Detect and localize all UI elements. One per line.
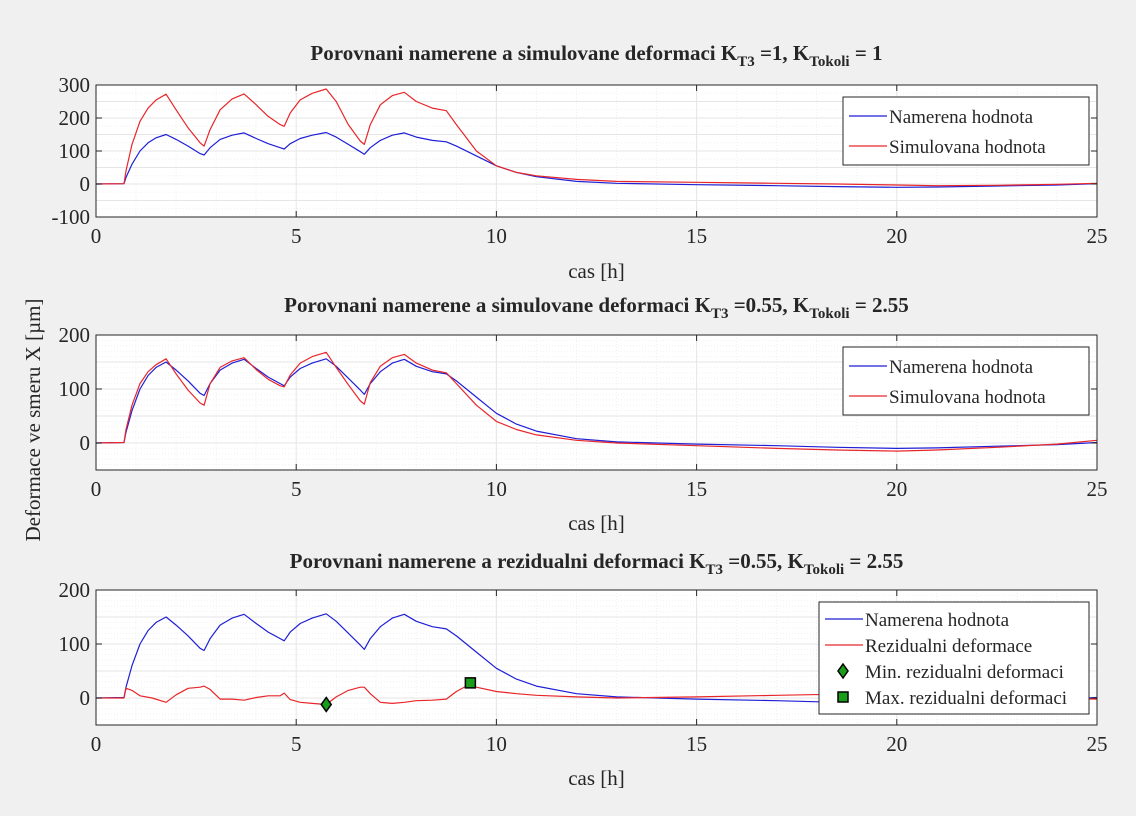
title-text: Porovnani namerene a simulovane deformac… <box>310 41 737 65</box>
x-tick-label: 10 <box>486 732 507 756</box>
legend-box <box>842 96 1090 166</box>
title-text: =0.55, K <box>723 549 804 573</box>
axes-box <box>95 589 1098 726</box>
y-tick-label: 100 <box>59 139 91 163</box>
y-tick-label: 0 <box>80 172 91 196</box>
title-subscript: Tokoli <box>804 562 844 578</box>
title-text: Porovnani namerene a simulovane deformac… <box>284 293 711 317</box>
x-tick-label: 25 <box>1087 224 1108 248</box>
legend-label: Namerena hodnota <box>865 610 1010 631</box>
legend-item: Min. rezidualni deformaci <box>837 662 1064 683</box>
x-tick-label: 0 <box>91 224 102 248</box>
legend-square-marker <box>837 691 849 703</box>
subplot-3: 0 5 10 15 20 25 0 100 200 cas [h] Porovnani namere… <box>59 549 1108 790</box>
title-subscript: T3 <box>737 54 755 70</box>
title-text: = 2.55 <box>850 293 909 317</box>
title-subscript: T3 <box>706 562 724 578</box>
legend-item: Namerena hodnota <box>849 357 1034 378</box>
shared-ylabel: Deformace ve smeru X [µm] <box>21 299 45 542</box>
marker-max-rezidualni-deformaci <box>464 677 477 689</box>
x-tick-label: 25 <box>1087 477 1108 501</box>
x-tick-label: 15 <box>686 477 707 501</box>
x-tick-label: 0 <box>91 477 102 501</box>
legend-item: Simulovana hodnota <box>849 387 1046 408</box>
x-tick-label: 20 <box>886 224 907 248</box>
x-tick-label: 10 <box>486 477 507 501</box>
chart-title: Porovnani namerene a simulovane deformac… <box>284 293 909 322</box>
marker-min-rezidualni-deformaci <box>320 696 333 713</box>
title-text: =0.55, K <box>728 293 809 317</box>
x-tick-label: 20 <box>886 732 907 756</box>
legend-label: Rezidualni deformace <box>865 636 1032 657</box>
y-tick-label: 200 <box>59 106 91 130</box>
legend: Namerena hodnota Simulovana hodnota <box>842 346 1090 416</box>
x-tick-label: 15 <box>686 732 707 756</box>
x-tick-label: 10 <box>486 224 507 248</box>
legend: Namerena hodnota Simulovana hodnota <box>842 96 1090 166</box>
legend-item: Max. rezidualni deformaci <box>837 688 1067 709</box>
x-tick-label: 5 <box>291 732 302 756</box>
x-tick-label: 25 <box>1087 732 1108 756</box>
legend-item: Simulovana hodnota <box>849 137 1046 158</box>
legend-label: Namerena hodnota <box>889 357 1034 378</box>
title-text: = 1 <box>850 41 883 65</box>
series-line-namerena-hodnota <box>96 613 1097 704</box>
legend-label: Min. rezidualni deformaci <box>865 662 1064 683</box>
legend: Namerena hodnota Rezidualni deformace Min.… <box>818 601 1090 715</box>
x-axis-label: cas [h] <box>568 259 625 283</box>
legend-box <box>842 346 1090 416</box>
y-tick-label: 0 <box>80 686 91 710</box>
title-text: Porovnani namerene a rezidualni deformac… <box>290 549 707 573</box>
series-line-simulovana-hodnota <box>96 88 1097 187</box>
legend-label: Namerena hodnota <box>889 107 1034 128</box>
legend-item: Rezidualni deformace <box>825 636 1032 657</box>
y-tick-label: -100 <box>52 205 91 229</box>
x-tick-label: 20 <box>886 477 907 501</box>
y-tick-label: 200 <box>59 323 91 347</box>
legend-box <box>818 601 1090 715</box>
series-line-rezidualni-deformace <box>96 684 1097 706</box>
series-group <box>96 88 1097 188</box>
y-tick-label: 200 <box>59 578 91 602</box>
y-tick-label: 100 <box>59 632 91 656</box>
title-text: =1, K <box>755 41 810 65</box>
chart-title: Porovnani namerene a simulovane deformac… <box>310 41 882 70</box>
series-line-simulovana-hodnota <box>96 351 1097 452</box>
series-line-namerena-hodnota <box>96 131 1097 188</box>
legend-diamond-marker <box>837 662 849 680</box>
series-line-namerena-hodnota <box>96 358 1097 449</box>
series-group <box>96 613 1097 713</box>
legend-item: Namerena hodnota <box>825 610 1010 631</box>
chart-title: Porovnani namerene a rezidualni deformac… <box>290 549 904 578</box>
legend-label: Max. rezidualni deformaci <box>865 688 1067 709</box>
title-subscript: Tokoli <box>809 306 849 322</box>
title-subscript: Tokoli <box>809 54 849 70</box>
legend-label: Simulovana hodnota <box>889 387 1046 408</box>
title-text: = 2.55 <box>844 549 903 573</box>
subplot-2: 0 5 10 15 20 25 0 100 200 cas [h] Porovnani namere… <box>59 293 1108 535</box>
x-tick-label: 15 <box>686 224 707 248</box>
x-axis-label: cas [h] <box>568 766 625 790</box>
x-tick-label: 5 <box>291 224 302 248</box>
y-tick-label: 100 <box>59 377 91 401</box>
x-tick-label: 0 <box>91 732 102 756</box>
axes-box <box>95 334 1098 471</box>
legend-label: Simulovana hodnota <box>889 137 1046 158</box>
legend-item: Namerena hodnota <box>849 107 1034 128</box>
series-group <box>96 351 1097 452</box>
y-tick-label: 300 <box>59 73 91 97</box>
x-axis-label: cas [h] <box>568 511 625 535</box>
x-tick-label: 5 <box>291 477 302 501</box>
y-tick-label: 0 <box>80 431 91 455</box>
title-subscript: T3 <box>711 306 729 322</box>
